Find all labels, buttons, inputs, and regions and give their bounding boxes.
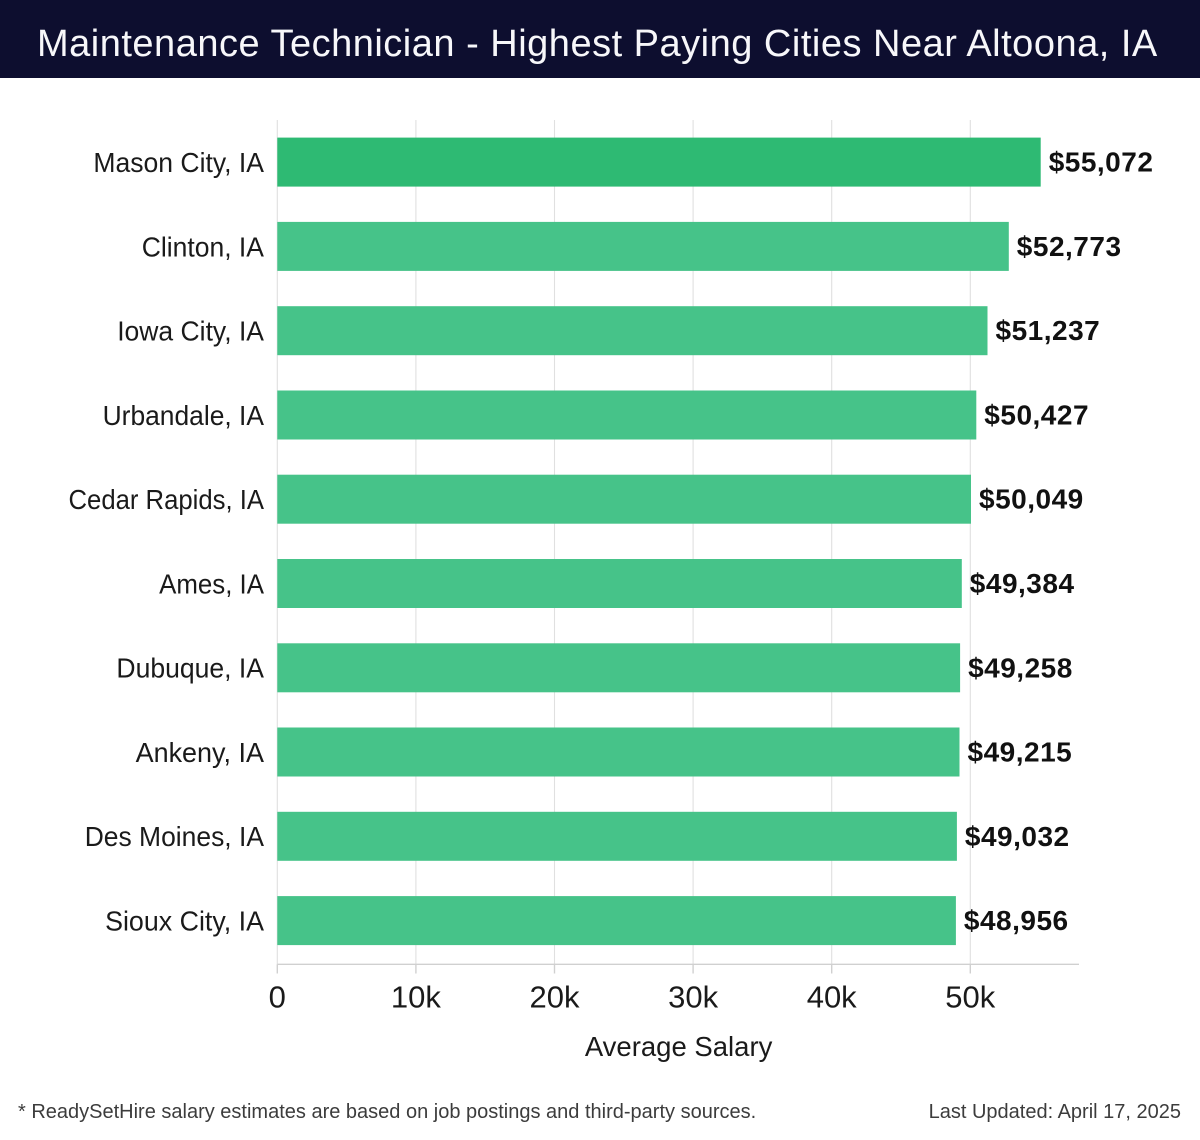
svg-text:Ankeny, IA: Ankeny, IA [136, 737, 265, 768]
svg-text:$49,215: $49,215 [968, 737, 1073, 768]
svg-text:20k: 20k [530, 980, 580, 1015]
svg-text:$48,956: $48,956 [964, 905, 1069, 936]
svg-text:Iowa City, IA: Iowa City, IA [117, 316, 264, 347]
svg-text:30k: 30k [668, 980, 718, 1015]
svg-text:Urbandale, IA: Urbandale, IA [103, 400, 265, 431]
svg-text:50k: 50k [945, 980, 995, 1015]
svg-text:Ames, IA: Ames, IA [159, 568, 265, 599]
svg-text:Sioux City, IA: Sioux City, IA [105, 906, 265, 937]
svg-text:Average Salary: Average Salary [585, 1031, 773, 1062]
svg-text:Last Updated: April 17, 2025: Last Updated: April 17, 2025 [929, 1101, 1181, 1123]
svg-text:$49,384: $49,384 [970, 568, 1075, 599]
svg-text:Des Moines, IA: Des Moines, IA [85, 821, 265, 852]
svg-text:* ReadySetHire salary estimate: * ReadySetHire salary estimates are base… [18, 1101, 756, 1123]
svg-text:$49,032: $49,032 [965, 821, 1070, 852]
svg-text:$50,427: $50,427 [984, 400, 1089, 431]
svg-text:0: 0 [269, 980, 286, 1015]
svg-text:$49,258: $49,258 [968, 652, 1073, 683]
svg-text:10k: 10k [391, 980, 441, 1015]
svg-text:$55,072: $55,072 [1049, 147, 1154, 178]
svg-text:Dubuque, IA: Dubuque, IA [116, 653, 264, 684]
svg-text:Clinton, IA: Clinton, IA [142, 231, 265, 262]
svg-text:$52,773: $52,773 [1017, 231, 1122, 262]
svg-text:Mason City, IA: Mason City, IA [93, 147, 264, 178]
svg-text:$50,049: $50,049 [979, 484, 1084, 515]
svg-text:Cedar Rapids, IA: Cedar Rapids, IA [69, 484, 265, 515]
svg-text:$51,237: $51,237 [996, 315, 1101, 346]
svg-text:40k: 40k [807, 980, 857, 1015]
